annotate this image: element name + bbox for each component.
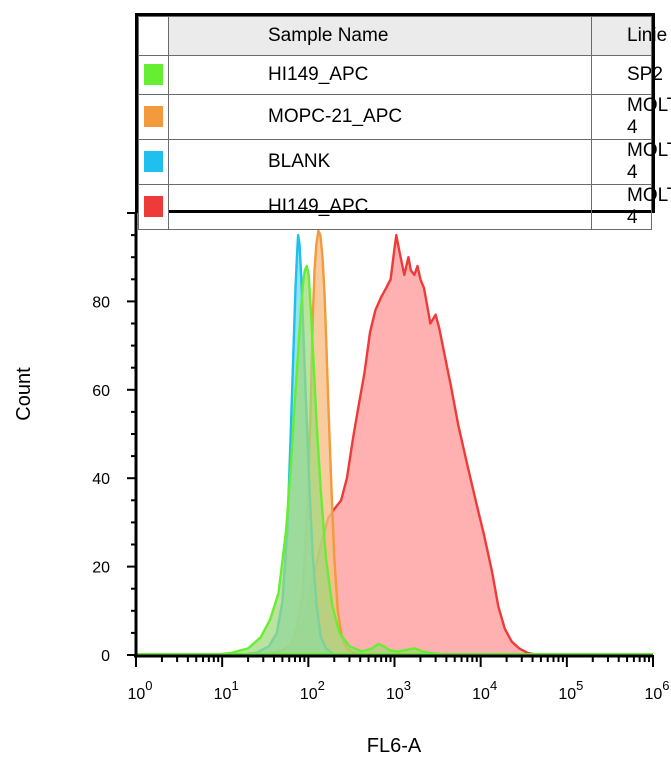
y-tick-label: 40 xyxy=(92,471,110,488)
series-line xyxy=(263,233,538,657)
y-axis-title: Count xyxy=(13,367,35,421)
legend-sample-name: HI149_APC xyxy=(168,55,592,95)
x-tick-label: 100 xyxy=(127,678,152,703)
legend-swatch xyxy=(144,151,163,173)
legend-row: HI149_APC SP2 xyxy=(138,55,663,95)
legend-sample-name: BLANK xyxy=(168,139,592,185)
y-tick-label: 80 xyxy=(92,294,110,311)
legend-linie: SP2 xyxy=(591,55,663,95)
legend-linie: MOLT-4 xyxy=(591,139,671,185)
legend-sample-name: MOPC-21_APC xyxy=(168,94,592,140)
legend-header-swatch-cell xyxy=(138,16,169,56)
legend-row: MOPC-21_APC MOLT-4 xyxy=(138,94,671,140)
legend-table: Sample Name Linie HI149_APC SP2 MOPC-21_… xyxy=(135,13,671,230)
y-tick-label: 0 xyxy=(101,648,110,665)
x-tick-label: 104 xyxy=(472,678,497,703)
x-tick-label: 102 xyxy=(300,678,325,703)
labels-layer: 0 20 40 60 80 100 101 102 103 104 105 106 FL6-A Count xyxy=(13,294,670,757)
legend-header-row: Sample Name Linie xyxy=(138,16,667,56)
legend-swatch xyxy=(144,106,163,128)
series-line xyxy=(213,264,455,657)
series-layer xyxy=(213,229,538,657)
legend-header-linie: Linie xyxy=(591,16,667,56)
axes-layer xyxy=(127,212,654,667)
legend-linie: MOLT-4 xyxy=(591,184,671,230)
x-axis-title: FL6-A xyxy=(367,735,422,757)
legend-linie: MOLT-4 xyxy=(591,94,671,140)
legend-row: BLANK MOLT-4 xyxy=(138,139,671,185)
x-tick-label: 101 xyxy=(214,678,239,703)
legend-swatch xyxy=(144,64,163,86)
x-tick-label: 106 xyxy=(644,678,669,703)
x-tick-label: 105 xyxy=(558,678,583,703)
x-tick-label: 103 xyxy=(386,678,411,703)
legend-swatch xyxy=(144,196,163,218)
legend-header-sample-name: Sample Name xyxy=(168,16,592,56)
legend-sample-name: HI149_APC xyxy=(168,184,592,230)
y-tick-label: 20 xyxy=(92,560,110,577)
legend-row: HI149_APC MOLT-4 xyxy=(138,184,671,230)
series-3 xyxy=(213,264,455,657)
y-tick-label: 60 xyxy=(92,383,110,400)
